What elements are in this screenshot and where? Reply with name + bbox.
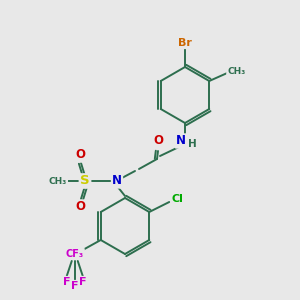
Text: Br: Br	[178, 38, 192, 48]
Text: S: S	[80, 175, 90, 188]
Text: F: F	[79, 277, 86, 287]
Text: CH₃: CH₃	[227, 67, 245, 76]
Text: Cl: Cl	[171, 194, 183, 204]
Text: N: N	[176, 134, 186, 148]
Text: O: O	[75, 200, 85, 214]
Text: F: F	[63, 277, 70, 287]
Text: CF₃: CF₃	[66, 249, 84, 259]
Text: N: N	[112, 175, 122, 188]
Text: CH₃: CH₃	[49, 176, 67, 185]
Text: F: F	[71, 281, 79, 291]
Text: H: H	[188, 139, 196, 149]
Text: O: O	[75, 148, 85, 161]
Text: O: O	[153, 134, 163, 148]
